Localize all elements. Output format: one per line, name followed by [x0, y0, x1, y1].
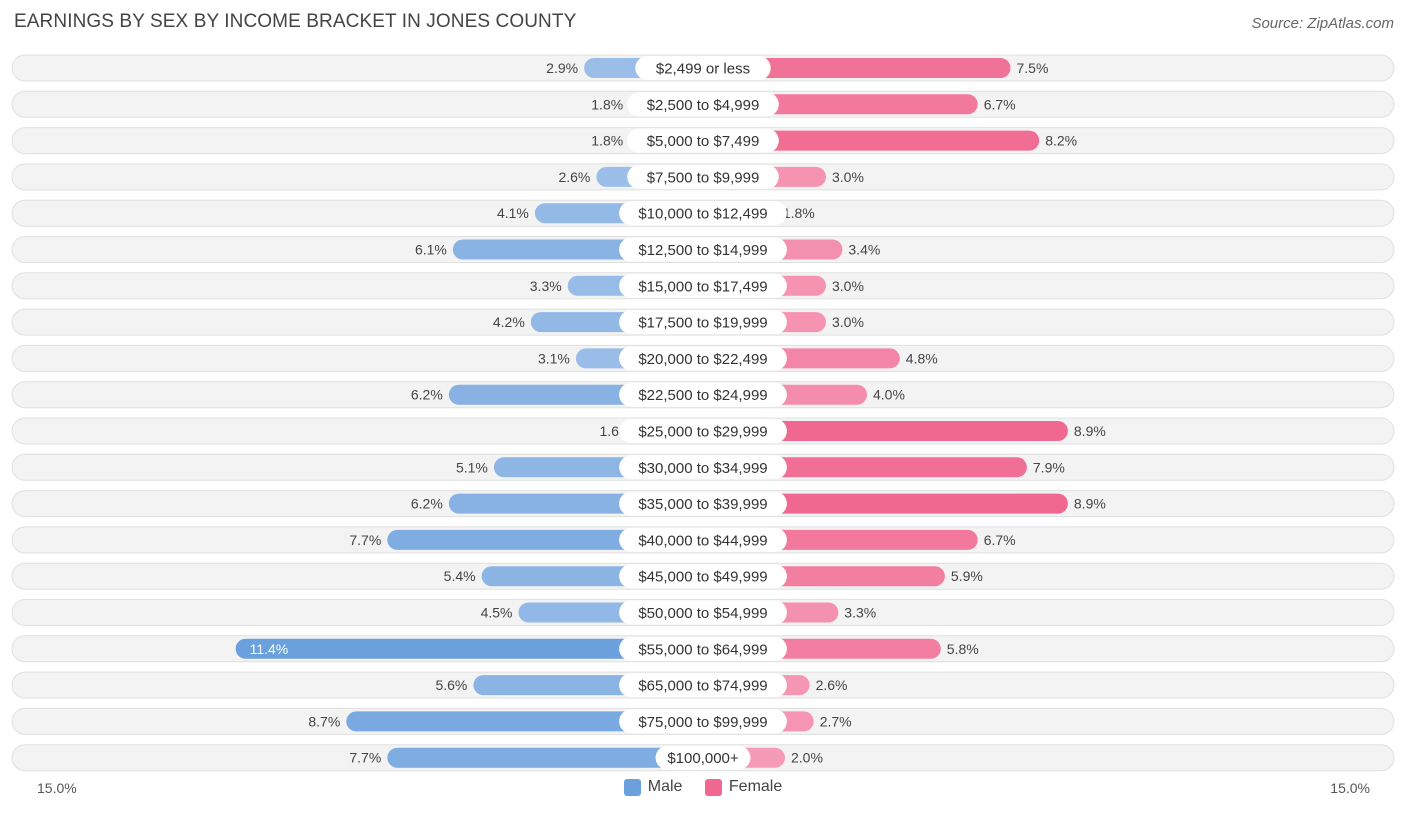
female-value-label: 3.0% [832, 314, 864, 330]
category-label-pill [627, 164, 779, 189]
female-value-label: 8.9% [1074, 496, 1106, 512]
male-value-label: 5.4% [444, 568, 476, 584]
category-label-pill [619, 201, 787, 226]
category-label-pill [655, 745, 751, 770]
axis-left-label: 15.0% [37, 780, 77, 796]
legend: Male Female [0, 778, 1406, 801]
category-label-pill [619, 273, 787, 298]
male-value-label: 2.9% [546, 60, 578, 76]
category-label: $50,000 to $54,999 [638, 605, 767, 622]
legend-label-male: Male [647, 778, 683, 795]
category-label-pill [627, 92, 779, 117]
category-label-pill [635, 56, 771, 80]
male-value-label: 2.6% [558, 169, 590, 185]
male-value-label: 6.2% [411, 496, 443, 512]
female-bar [703, 58, 1011, 78]
category-label: $35,000 to $39,999 [638, 496, 767, 513]
category-label-pill [619, 237, 787, 262]
category-label: $10,000 to $12,499 [638, 206, 767, 223]
male-bar [387, 747, 703, 768]
male-value-label: 6.2% [411, 387, 443, 403]
male-value-label: 11.4% [250, 641, 289, 657]
category-label-pill [619, 382, 787, 407]
male-value-label: 5.1% [456, 459, 488, 475]
category-label-pill [627, 128, 779, 153]
male-bar [235, 638, 703, 659]
female-bar [703, 421, 1068, 441]
legend-item-female[interactable]: Female [704, 778, 783, 796]
category-label: $75,000 to $99,999 [638, 714, 767, 731]
category-label: $15,000 to $17,499 [638, 278, 767, 295]
category-label: $2,500 to $4,999 [647, 97, 760, 114]
female-value-label: 3.3% [844, 605, 876, 621]
male-value-label: 7.7% [349, 532, 381, 548]
category-label: $65,000 to $74,999 [638, 678, 767, 695]
category-label-pill [619, 600, 787, 625]
category-label: $12,500 to $14,999 [638, 242, 767, 259]
category-label: $22,500 to $24,999 [638, 387, 767, 404]
legend-item-male[interactable]: Male [623, 778, 683, 796]
male-value-label: 7.7% [349, 750, 381, 766]
female-value-label: 3.4% [848, 242, 880, 258]
category-label: $30,000 to $34,999 [638, 460, 767, 477]
category-label: $40,000 to $44,999 [638, 532, 767, 549]
category-label-pill [619, 455, 787, 480]
female-value-label: 8.2% [1045, 133, 1077, 149]
female-value-label: 6.7% [984, 96, 1016, 112]
category-label: $2,499 or less [656, 61, 750, 78]
female-value-label: 1.8% [783, 205, 815, 221]
male-value-label: 8.7% [308, 713, 340, 729]
female-value-label: 4.8% [906, 350, 938, 366]
category-label: $7,500 to $9,999 [647, 169, 760, 186]
category-label-pill [619, 491, 787, 516]
male-value-label: 3.1% [538, 350, 570, 366]
female-bar [703, 130, 1040, 151]
male-value-label: 1.8% [591, 133, 623, 149]
female-value-label: 7.9% [1033, 459, 1065, 475]
category-label-pill [619, 310, 787, 335]
category-label-pill [619, 346, 787, 371]
category-label: $20,000 to $22,499 [638, 351, 767, 368]
female-value-label: 7.5% [1017, 60, 1049, 76]
legend-swatch-female [704, 778, 722, 796]
female-value-label: 2.0% [791, 750, 823, 766]
category-label-pill [619, 419, 787, 443]
category-label: $55,000 to $64,999 [638, 641, 767, 658]
category-label-pill [619, 564, 787, 589]
category-label-pill [619, 636, 787, 661]
male-value-label: 4.2% [493, 314, 525, 330]
legend-label-female: Female [728, 778, 783, 795]
category-label: $100,000+ [667, 750, 739, 767]
female-value-label: 3.0% [832, 169, 864, 185]
male-value-label: 5.6% [435, 677, 467, 693]
axis-right-label: 15.0% [1330, 780, 1370, 796]
male-value-label: 6.1% [415, 242, 447, 258]
female-value-label: 6.7% [984, 532, 1016, 548]
category-label: $5,000 to $7,499 [647, 133, 760, 150]
male-value-label: 4.5% [481, 605, 513, 621]
female-value-label: 8.9% [1074, 423, 1106, 439]
male-value-label: 4.1% [497, 205, 529, 221]
female-value-label: 5.9% [951, 568, 983, 584]
male-value-label: 3.3% [530, 278, 562, 294]
male-value-label: 1.8% [591, 96, 623, 112]
legend-swatch-male [623, 778, 641, 796]
category-label: $25,000 to $29,999 [638, 424, 767, 441]
female-bar [703, 493, 1068, 514]
female-value-label: 3.0% [832, 278, 864, 294]
category-label-pill [619, 673, 787, 698]
category-label-pill [619, 709, 787, 734]
female-value-label: 4.0% [873, 387, 905, 403]
female-value-label: 2.7% [820, 713, 852, 729]
source-label: Source: ZipAtlas.com [1251, 15, 1394, 32]
female-value-label: 2.6% [816, 677, 848, 693]
female-value-label: 5.8% [947, 641, 979, 657]
category-label: $17,500 to $19,999 [638, 315, 767, 332]
category-label-pill [619, 527, 787, 552]
category-label: $45,000 to $49,999 [638, 569, 767, 586]
chart-title: EARNINGS BY SEX BY INCOME BRACKET IN JON… [14, 11, 577, 32]
male-bar [346, 711, 703, 732]
